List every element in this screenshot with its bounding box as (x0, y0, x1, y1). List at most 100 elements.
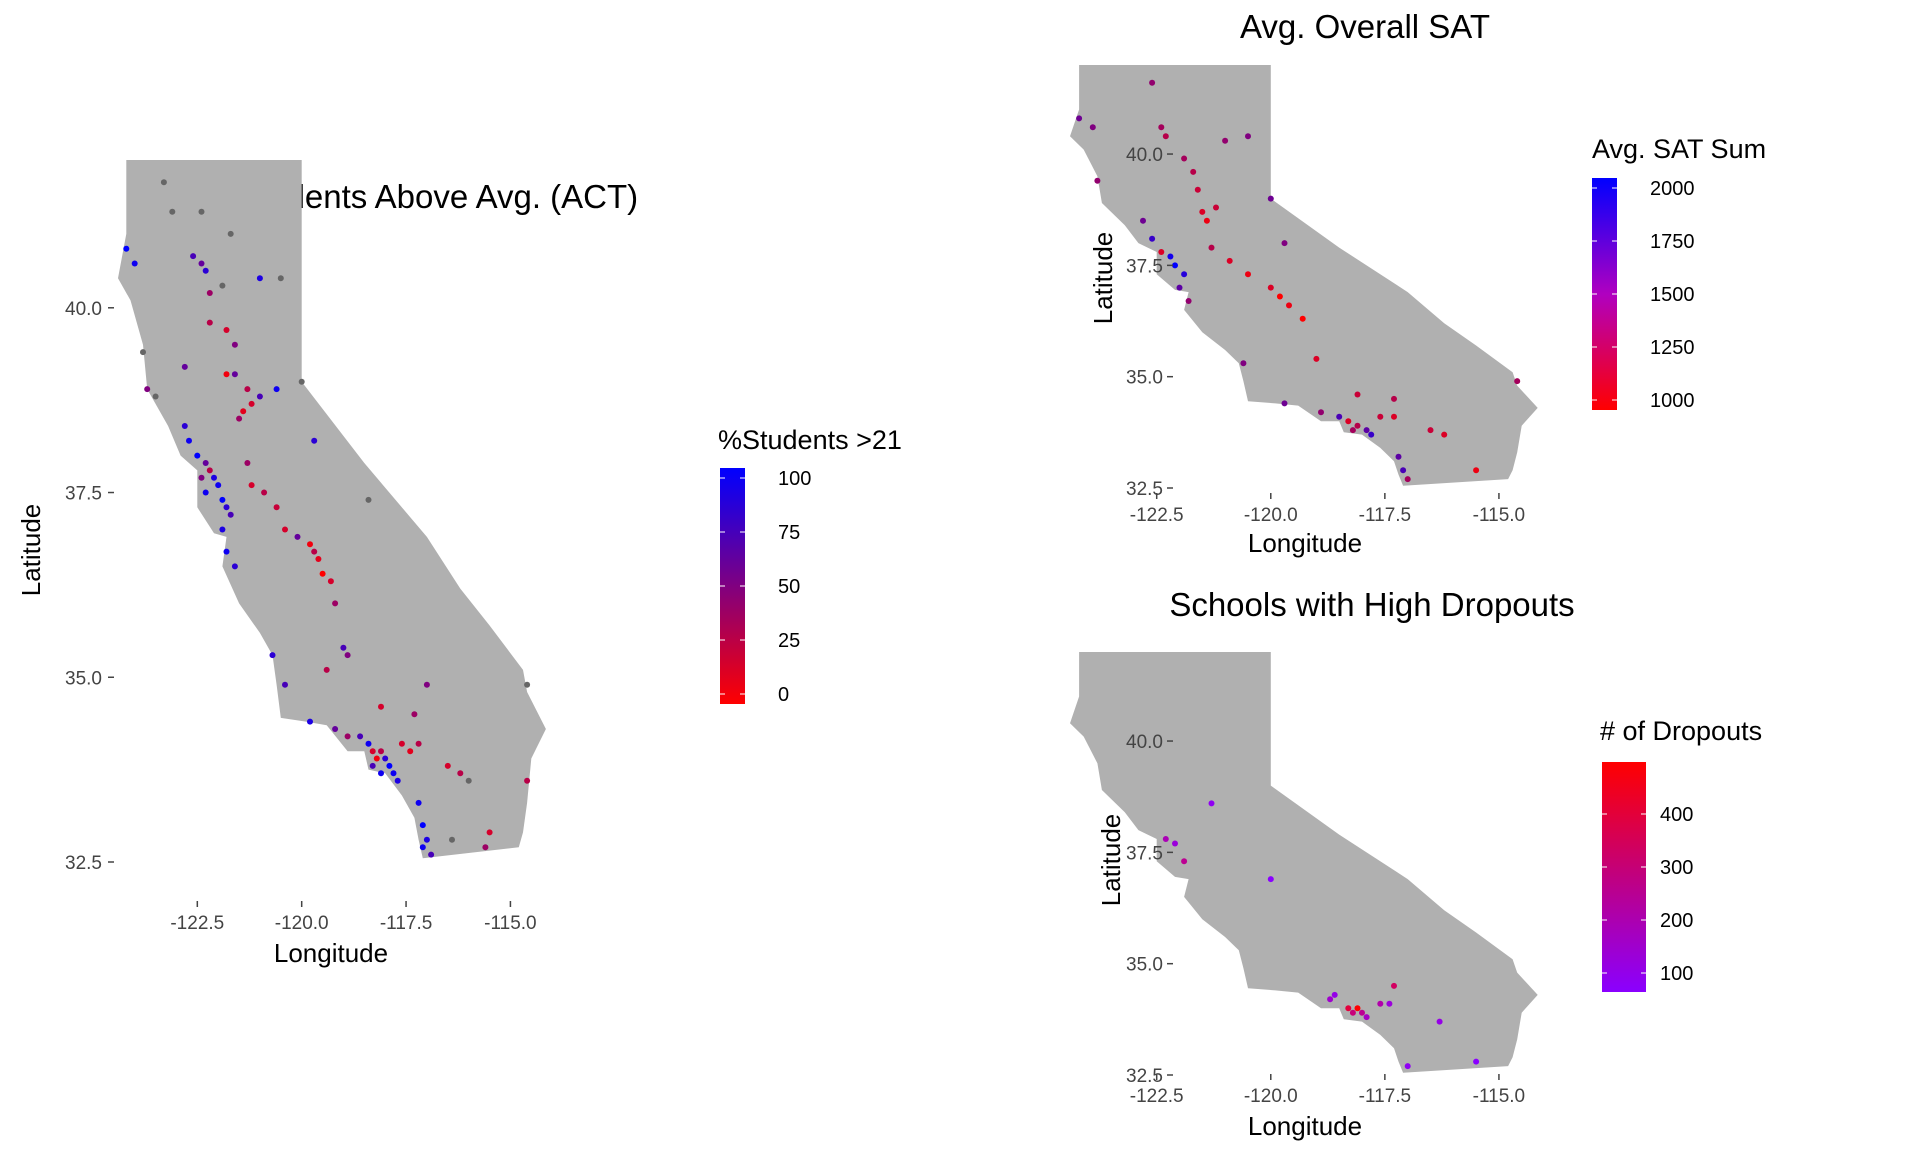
x-tick-label: -120.0 (1244, 1086, 1298, 1107)
x-tick-label: -120.0 (1244, 505, 1298, 526)
data-point (152, 393, 159, 400)
data-point (390, 770, 397, 777)
data-point (1363, 1014, 1370, 1021)
data-point (1149, 79, 1156, 86)
data-point (227, 230, 234, 237)
legend-title: %Students >21 (718, 425, 902, 455)
data-point (1094, 177, 1101, 184)
data-point (1441, 431, 1448, 438)
data-point (373, 755, 380, 762)
data-point (223, 548, 230, 555)
data-point (1400, 467, 1407, 474)
y-tick-label: 37.5 (65, 484, 102, 505)
dropouts-legend: # of Dropouts 400 300 200 100 (1600, 716, 1762, 992)
data-point (1299, 315, 1306, 322)
legend-label: 100 (1660, 963, 1693, 985)
data-point (307, 541, 313, 548)
data-point (423, 681, 430, 688)
data-point (1395, 453, 1402, 460)
data-point (419, 822, 426, 829)
data-point (1327, 996, 1334, 1003)
data-point (1391, 395, 1397, 402)
sat-map-panel: Avg. Overall SAT -122.5 -120.0 -117.5 -1… (1070, 8, 1766, 558)
data-point (1140, 217, 1146, 224)
data-point (1158, 124, 1165, 131)
dropouts-data-points (1162, 800, 1480, 1070)
data-point (282, 681, 288, 688)
data-point (378, 703, 384, 710)
legend-label: 1250 (1650, 337, 1695, 359)
data-point (282, 526, 288, 533)
data-point (365, 740, 372, 747)
california-shape (1070, 65, 1538, 486)
data-point (248, 482, 255, 489)
data-point (231, 563, 238, 570)
data-point (369, 748, 376, 755)
legend-label: 300 (1660, 857, 1693, 879)
data-point (1436, 1018, 1443, 1025)
data-point (1149, 235, 1156, 242)
data-point (211, 474, 217, 481)
data-point (1158, 249, 1165, 255)
data-point (1213, 204, 1219, 211)
data-point (1391, 982, 1397, 989)
california-outline (118, 160, 546, 859)
data-point (1208, 244, 1215, 251)
legend-label: 1000 (1650, 390, 1695, 412)
legend-label: 100 (778, 468, 811, 490)
data-point (1473, 1058, 1480, 1065)
data-point (1349, 1009, 1356, 1016)
data-point (131, 260, 138, 267)
data-point (1089, 124, 1096, 131)
data-point (1359, 1009, 1365, 1016)
data-point (1267, 876, 1274, 883)
legend-label: 0 (778, 684, 789, 706)
data-point (1349, 427, 1356, 434)
data-point (198, 208, 205, 215)
x-axis-label: Longitude (1248, 1111, 1362, 1141)
data-point (1404, 1063, 1411, 1070)
data-point (261, 489, 268, 496)
data-point (244, 460, 251, 466)
sat-x-axis: -122.5 -120.0 -117.5 -115.0 (1130, 493, 1525, 526)
data-point (231, 341, 238, 348)
data-point (332, 726, 339, 732)
data-point (398, 740, 405, 747)
data-point (198, 474, 205, 481)
x-tick-label: -122.5 (1130, 1086, 1184, 1107)
data-point (219, 496, 226, 503)
data-point (340, 644, 347, 651)
y-tick-label: 32.5 (1126, 479, 1163, 500)
california-shape (118, 160, 546, 859)
data-point (1313, 355, 1320, 362)
data-point (231, 371, 238, 378)
data-point (1404, 476, 1411, 483)
sat-data-points (1076, 79, 1521, 483)
x-tick-label: -122.5 (1130, 505, 1184, 526)
act-data-points (123, 179, 531, 858)
data-point (1267, 195, 1274, 202)
data-point (524, 777, 531, 784)
data-point (1377, 413, 1384, 420)
data-point (1345, 1005, 1352, 1012)
california-outline (1070, 652, 1538, 1073)
data-point (181, 423, 188, 429)
data-point (1368, 431, 1375, 438)
act-map-panel: % of Students Above Avg. (ACT) -122.5 -1… (16, 160, 902, 968)
data-point (223, 327, 230, 333)
data-point (344, 652, 351, 659)
x-axis-label: Longitude (1248, 528, 1362, 558)
legend-label: 400 (1660, 804, 1693, 826)
data-point (206, 467, 213, 474)
data-point (273, 386, 280, 393)
y-tick-label: 35.0 (1126, 368, 1163, 389)
y-tick-label: 37.5 (1126, 256, 1163, 277)
y-axis-label: Latitude (1096, 814, 1126, 907)
data-point (1345, 418, 1352, 425)
data-point (219, 526, 226, 533)
legend-label: 75 (778, 522, 800, 544)
data-point (311, 548, 318, 555)
data-point (423, 836, 430, 843)
california-shape (1070, 652, 1538, 1073)
